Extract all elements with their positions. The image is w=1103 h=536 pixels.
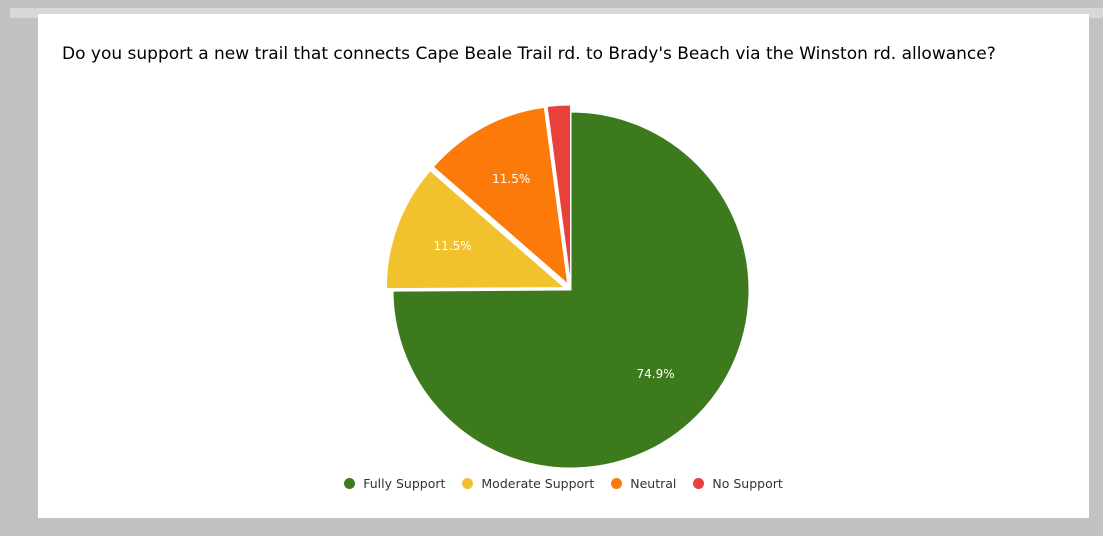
legend-swatch-fully-support bbox=[344, 478, 356, 489]
legend-label-moderate-support: Moderate Support bbox=[481, 476, 595, 491]
legend-swatch-moderate-support bbox=[462, 478, 474, 489]
legend-label-neutral: Neutral bbox=[630, 476, 677, 491]
pie-chart: 74.9% 11.5% 11.5% bbox=[385, 104, 750, 469]
top-strip bbox=[10, 8, 1103, 18]
legend-swatch-no-support bbox=[693, 478, 705, 489]
chart-title: Do you support a new trail that connects… bbox=[62, 44, 996, 64]
pie-slice-fully-support[interactable] bbox=[392, 111, 750, 469]
pie-label-fully-support: 74.9% bbox=[637, 367, 675, 381]
legend-label-no-support: No Support bbox=[712, 476, 783, 491]
legend-item-moderate-support[interactable]: Moderate Support bbox=[462, 476, 594, 491]
legend-item-fully-support[interactable]: Fully Support bbox=[344, 476, 445, 491]
pie-slice-no-support[interactable] bbox=[546, 104, 572, 284]
chart-card: Do you support a new trail that connects… bbox=[38, 14, 1089, 518]
chart-legend: Fully Support Moderate Support Neutral No S… bbox=[38, 476, 1089, 491]
legend-label-fully-support: Fully Support bbox=[363, 476, 446, 491]
pie-label-moderate-support: 11.5% bbox=[434, 239, 472, 253]
legend-item-no-support[interactable]: No Support bbox=[693, 476, 783, 491]
pie-slice-moderate-support[interactable] bbox=[385, 169, 566, 290]
legend-item-neutral[interactable]: Neutral bbox=[611, 476, 676, 491]
pie-label-neutral: 11.5% bbox=[492, 172, 530, 186]
pie-slice-neutral[interactable] bbox=[432, 106, 569, 286]
legend-swatch-neutral bbox=[611, 478, 623, 489]
